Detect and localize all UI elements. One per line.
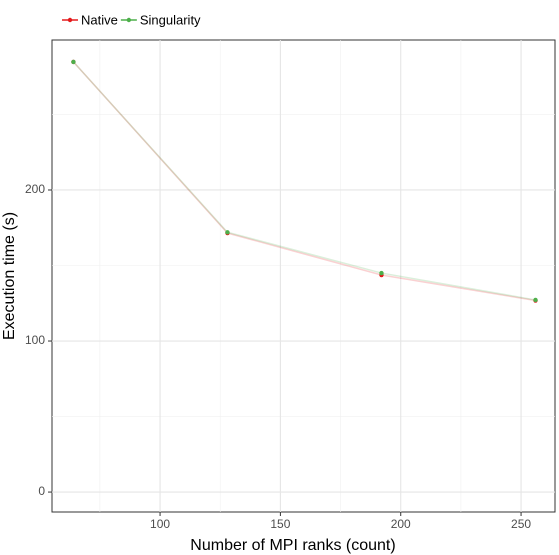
legend-key-point bbox=[67, 17, 73, 23]
x-tick-label: 200 bbox=[391, 517, 411, 531]
legend-label: Singularity bbox=[140, 12, 201, 27]
grid bbox=[52, 40, 555, 512]
x-tick-label: 250 bbox=[511, 517, 531, 531]
series-line bbox=[72, 61, 536, 301]
point bbox=[225, 230, 230, 235]
point bbox=[71, 59, 76, 65]
x-axis-label: Number of MPI ranks (count) bbox=[190, 537, 395, 554]
series-line bbox=[72, 61, 536, 302]
legend-key-point bbox=[126, 17, 132, 23]
panel bbox=[51, 39, 556, 513]
x-tick-label: 100 bbox=[150, 517, 170, 531]
point bbox=[533, 297, 538, 303]
y-tick-label: 100 bbox=[25, 333, 45, 347]
x-tick-label: 150 bbox=[270, 517, 290, 531]
point bbox=[379, 270, 384, 276]
y-tick-label: 200 bbox=[25, 182, 45, 196]
y-axis-label: Execution time (s) bbox=[1, 212, 18, 340]
y-tick-label: 0 bbox=[38, 484, 45, 498]
legend-label: Native bbox=[81, 12, 118, 27]
